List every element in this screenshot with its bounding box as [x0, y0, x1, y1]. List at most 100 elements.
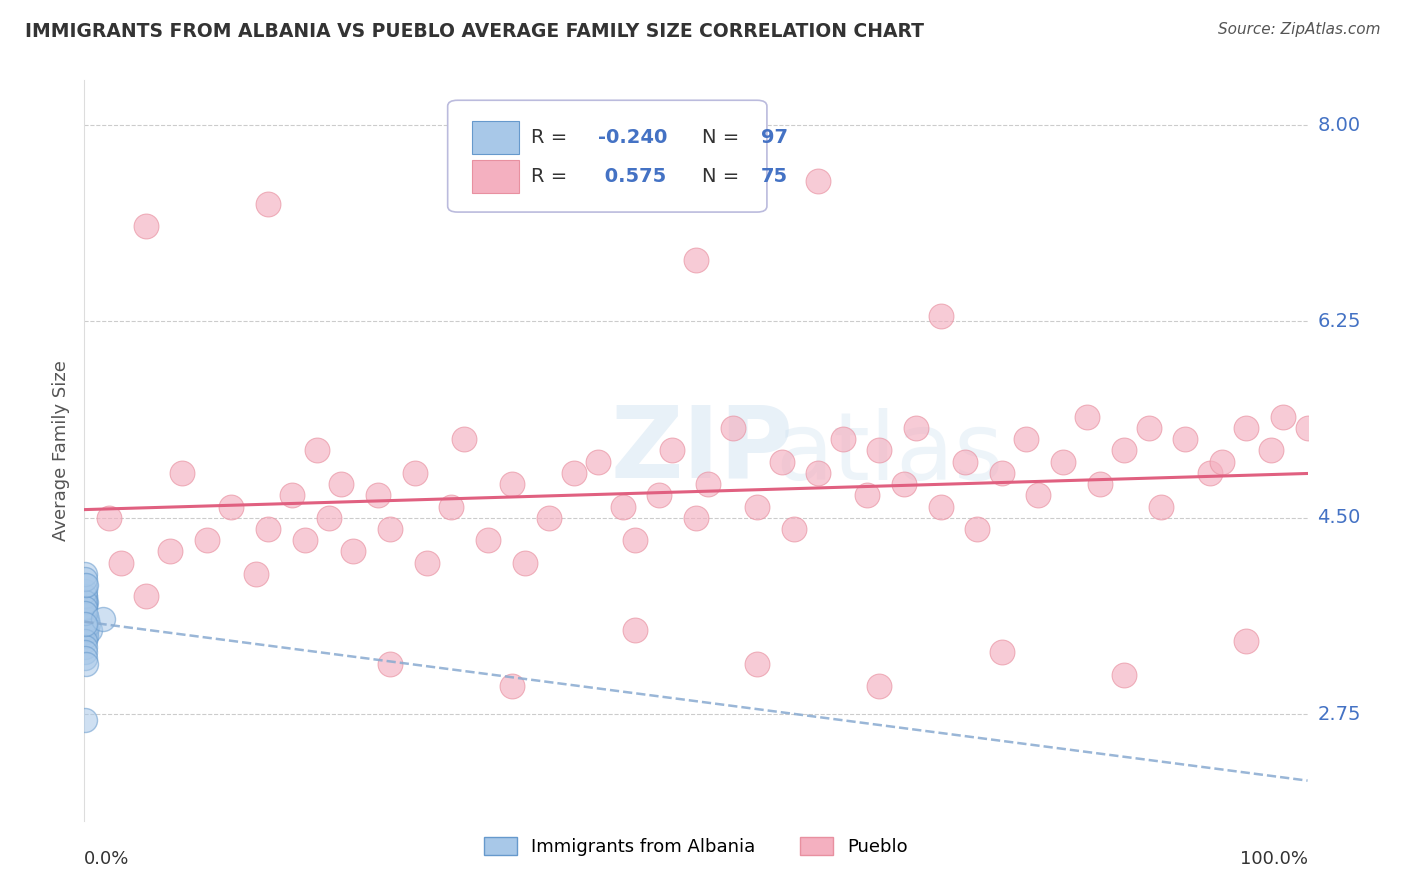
- Point: [747, 657, 769, 671]
- Point: [75, 615, 97, 629]
- Point: [807, 466, 830, 480]
- Point: [73, 625, 96, 640]
- Point: [1137, 421, 1160, 435]
- Point: [75, 621, 97, 635]
- Y-axis label: Average Family Size: Average Family Size: [52, 360, 70, 541]
- Point: [75, 619, 97, 633]
- Point: [440, 500, 463, 514]
- Point: [75, 623, 97, 637]
- Bar: [472, 160, 519, 194]
- Point: [318, 510, 340, 524]
- Point: [195, 533, 218, 548]
- Point: [73, 599, 96, 613]
- Point: [73, 619, 96, 633]
- Point: [75, 651, 97, 665]
- Point: [135, 589, 157, 603]
- Point: [1236, 634, 1258, 648]
- Point: [79, 623, 101, 637]
- Text: 6.25: 6.25: [1317, 312, 1361, 331]
- Point: [97, 510, 120, 524]
- Point: [1174, 432, 1197, 446]
- Point: [75, 623, 97, 637]
- Point: [219, 500, 242, 514]
- Point: [110, 556, 132, 570]
- Point: [75, 617, 97, 632]
- Point: [75, 634, 97, 648]
- Point: [966, 522, 988, 536]
- Point: [75, 615, 97, 629]
- Point: [1150, 500, 1173, 514]
- Point: [73, 606, 96, 620]
- Point: [75, 609, 97, 624]
- Point: [75, 614, 97, 628]
- Point: [75, 583, 97, 598]
- Point: [75, 621, 97, 635]
- Point: [73, 612, 96, 626]
- Point: [929, 500, 952, 514]
- Point: [75, 606, 97, 620]
- Point: [893, 477, 915, 491]
- Point: [1260, 443, 1282, 458]
- Point: [75, 619, 97, 633]
- Point: [869, 679, 891, 693]
- Point: [1114, 443, 1136, 458]
- Point: [73, 609, 96, 624]
- Point: [75, 606, 97, 620]
- Text: N =: N =: [702, 128, 745, 147]
- Text: Source: ZipAtlas.com: Source: ZipAtlas.com: [1218, 22, 1381, 37]
- Point: [75, 615, 97, 629]
- Point: [75, 625, 97, 640]
- Text: 100.0%: 100.0%: [1240, 850, 1308, 868]
- Point: [612, 500, 634, 514]
- Point: [991, 466, 1014, 480]
- Point: [513, 556, 536, 570]
- Point: [75, 600, 97, 615]
- Point: [75, 619, 97, 633]
- Point: [1088, 477, 1111, 491]
- Point: [1211, 455, 1233, 469]
- Point: [721, 421, 744, 435]
- Text: 0.0%: 0.0%: [84, 850, 129, 868]
- Point: [257, 196, 280, 211]
- Point: [75, 595, 97, 609]
- Point: [562, 466, 585, 480]
- Point: [75, 617, 97, 632]
- Point: [624, 623, 647, 637]
- Point: [75, 615, 97, 629]
- Point: [75, 612, 97, 626]
- Point: [75, 609, 97, 624]
- Point: [697, 477, 720, 491]
- Point: [75, 615, 97, 629]
- Point: [75, 621, 97, 635]
- Point: [75, 612, 97, 626]
- Point: [73, 614, 96, 628]
- Text: R =: R =: [531, 128, 574, 147]
- Point: [831, 432, 853, 446]
- Point: [77, 617, 100, 632]
- Point: [75, 617, 97, 632]
- Point: [73, 645, 96, 659]
- Text: 0.575: 0.575: [598, 167, 666, 186]
- Point: [75, 578, 97, 592]
- Point: [159, 544, 181, 558]
- Point: [75, 578, 97, 592]
- Point: [75, 606, 97, 620]
- Point: [73, 612, 96, 626]
- Point: [75, 595, 97, 609]
- Bar: [472, 120, 519, 154]
- Point: [367, 488, 389, 502]
- Point: [73, 609, 96, 624]
- Point: [953, 455, 976, 469]
- Point: [624, 533, 647, 548]
- Text: 97: 97: [761, 128, 787, 147]
- Point: [1272, 409, 1295, 424]
- Point: [73, 615, 96, 629]
- Point: [91, 612, 114, 626]
- Point: [330, 477, 353, 491]
- Point: [73, 612, 96, 626]
- Point: [76, 612, 98, 626]
- Point: [75, 589, 97, 603]
- Point: [75, 625, 97, 640]
- Point: [453, 432, 475, 446]
- Text: 75: 75: [761, 167, 787, 186]
